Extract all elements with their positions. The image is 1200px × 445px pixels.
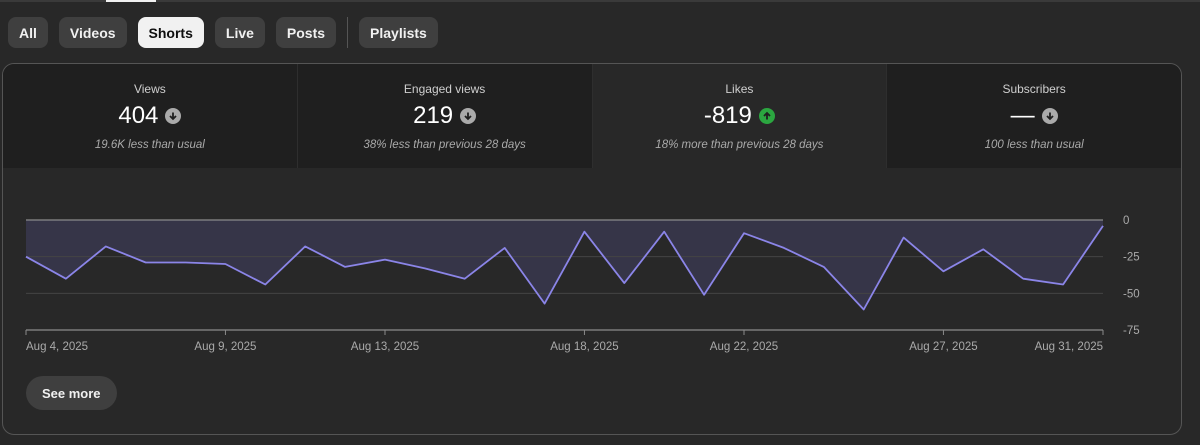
metric-note: 38% less than previous 28 days: [363, 139, 526, 151]
likes-chart: 0 -25 -50 -75 Aug 4, 2025 Aug 9, 2025 Aug 13, …: [25, 215, 1140, 353]
metric-label: Likes: [725, 82, 754, 96]
metric-tabs: Views 404 19.6K less than usual Engaged …: [3, 64, 1181, 168]
arrow-up-icon: [758, 108, 775, 124]
metric-tab-views[interactable]: Views 404 19.6K less than usual: [3, 64, 298, 168]
arrow-down-icon: [1041, 108, 1058, 124]
metric-value: 404: [118, 102, 159, 129]
analytics-card: Views 404 19.6K less than usual Engaged …: [2, 63, 1182, 435]
see-more-button[interactable]: See more: [26, 376, 117, 410]
active-tab-indicator: [106, 0, 156, 2]
chip-posts[interactable]: Posts: [275, 17, 337, 48]
chip-separator: [347, 17, 349, 48]
metric-note: 19.6K less than usual: [94, 139, 205, 151]
arrow-down-icon: [165, 108, 182, 124]
x-tick-label: Aug 4, 2025: [26, 341, 88, 353]
y-tick-label: -75: [1123, 325, 1140, 337]
metric-label: Views: [133, 82, 166, 96]
metric-label: Engaged views: [403, 82, 486, 96]
x-tick-label: Aug 18, 2025: [550, 341, 618, 353]
top-tab-divider: [0, 0, 1200, 2]
metric-value: —: [1010, 102, 1035, 129]
x-tick-label: Aug 22, 2025: [710, 341, 778, 353]
metric-tab-likes[interactable]: Likes -819 18% more than previous 28 day…: [592, 64, 888, 168]
content-type-filter: All Videos Shorts Live Posts Playlists: [8, 17, 449, 48]
x-tick-label: Aug 27, 2025: [909, 341, 977, 353]
chip-live[interactable]: Live: [214, 17, 265, 48]
chip-playlists[interactable]: Playlists: [359, 17, 438, 48]
y-tick-label: -50: [1123, 288, 1140, 300]
metric-label: Subscribers: [1002, 82, 1066, 96]
metric-tab-engaged-views[interactable]: Engaged views 219 38% less than previous…: [297, 64, 593, 168]
metric-tab-subscribers[interactable]: Subscribers — 100 less than usual: [887, 64, 1181, 168]
metric-note: 18% more than previous 28 days: [655, 139, 824, 151]
y-tick-label: 0: [1123, 215, 1129, 227]
arrow-down-icon: [460, 108, 477, 124]
x-tick-label: Aug 9, 2025: [194, 341, 256, 353]
chart-area-fill: [26, 220, 1103, 310]
metric-value: -819: [703, 102, 752, 129]
x-tick-label: Aug 31, 2025: [1035, 341, 1103, 353]
chip-all[interactable]: All: [8, 17, 48, 48]
y-tick-label: -25: [1123, 252, 1140, 264]
x-tick-label: Aug 13, 2025: [351, 341, 419, 353]
series-line-likes: [25, 225, 1104, 311]
metric-value: 219: [413, 102, 454, 129]
chip-videos[interactable]: Videos: [58, 17, 127, 48]
chip-shorts[interactable]: Shorts: [137, 17, 204, 48]
metric-note: 100 less than usual: [984, 139, 1084, 151]
